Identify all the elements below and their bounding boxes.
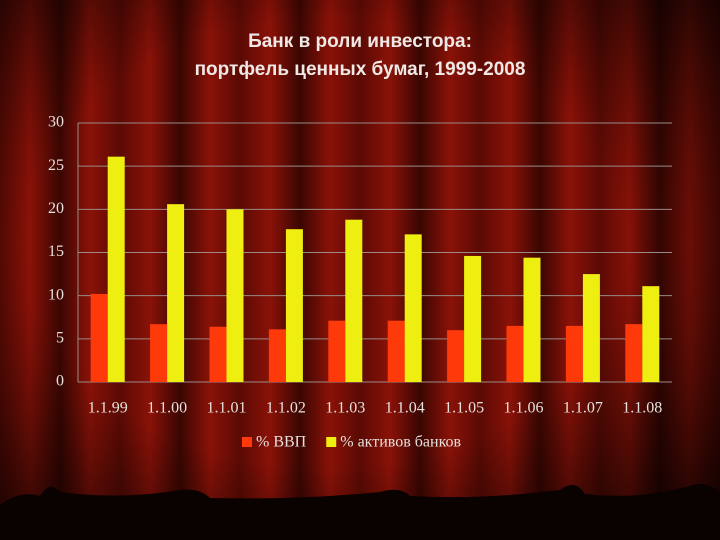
bar: [107, 156, 125, 382]
bar: [464, 255, 482, 382]
x-tick-label: 1.1.07: [563, 400, 603, 417]
curtain-hem: [0, 484, 720, 540]
x-tick-label: 1.1.06: [504, 400, 544, 417]
y-tick-label: 20: [48, 200, 64, 217]
bar: [167, 204, 185, 382]
y-tick-label: 15: [48, 243, 64, 260]
bar: [523, 257, 541, 382]
x-tick-label: 1.1.04: [385, 400, 425, 417]
x-tick-label: 1.1.99: [88, 400, 128, 417]
bar: [209, 326, 227, 382]
legend-swatch: [326, 437, 337, 447]
x-tick-label: 1.1.08: [622, 400, 662, 417]
x-tick-label: 1.1.01: [207, 400, 247, 417]
bar: [625, 324, 643, 382]
legend-label: % ВВП: [256, 434, 307, 451]
bar: [345, 219, 363, 382]
bar: [582, 274, 600, 382]
bar: [268, 329, 286, 382]
x-tick-label: 1.1.03: [325, 400, 365, 417]
bar: [226, 209, 244, 382]
bar: [565, 325, 583, 382]
y-tick-label: 25: [48, 157, 64, 174]
chart-title: Банк в роли инвестора:: [248, 31, 472, 52]
y-tick-label: 0: [56, 373, 64, 390]
bar: [328, 320, 346, 382]
x-tick-label: 1.1.00: [147, 400, 187, 417]
y-tick-label: 5: [56, 330, 64, 347]
bar: [447, 330, 465, 382]
legend-swatch: [242, 437, 252, 447]
bar: [506, 325, 524, 382]
bar: [90, 293, 108, 382]
bar: [285, 229, 303, 382]
bar: [150, 324, 168, 382]
y-tick-label: 30: [48, 114, 64, 131]
bar: [387, 320, 405, 382]
x-tick-label: 1.1.05: [444, 400, 484, 417]
x-tick-label: 1.1.02: [266, 400, 306, 417]
y-tick-label: 10: [48, 286, 64, 303]
bar: [404, 234, 422, 382]
bar: [642, 286, 660, 382]
legend-label: % активов банков: [340, 434, 461, 451]
chart-title: портфель ценных бумаг, 1999-2008: [195, 59, 526, 80]
